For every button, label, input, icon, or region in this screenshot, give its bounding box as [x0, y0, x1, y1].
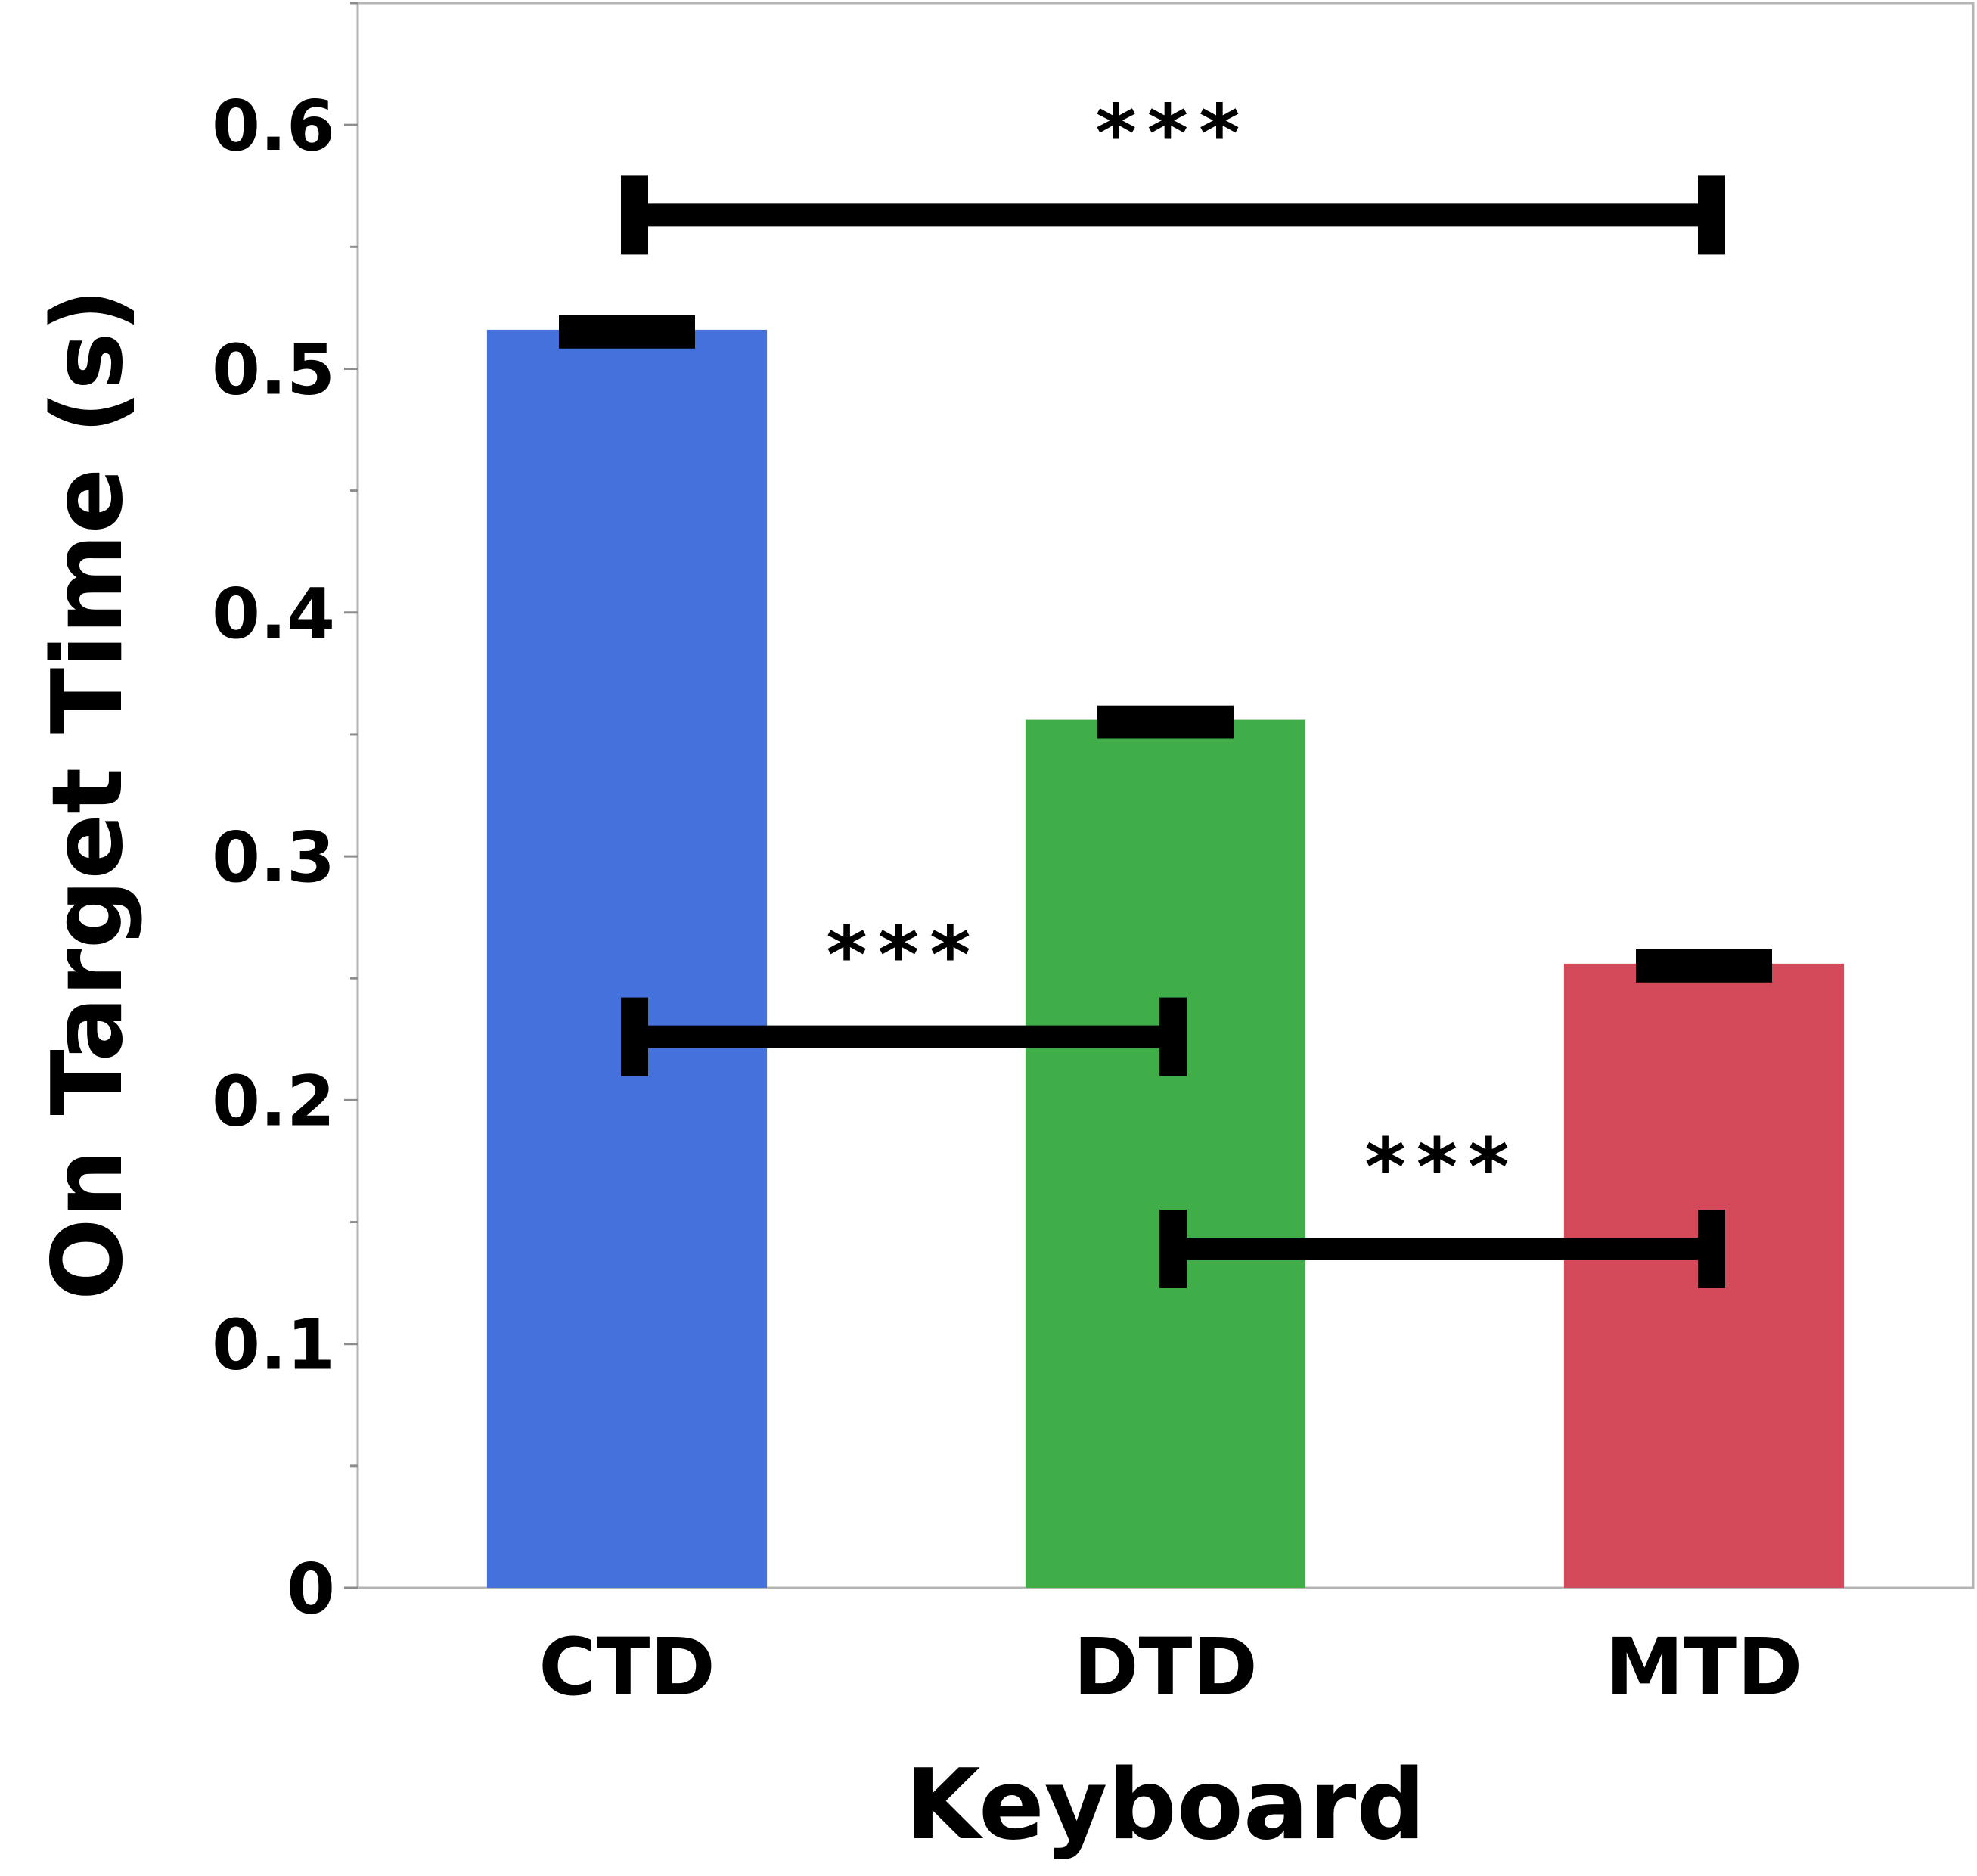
bracket-cap-left	[621, 175, 648, 255]
y-tick-label: 0.1	[212, 1305, 335, 1386]
y-tick-label: 0.6	[212, 85, 335, 166]
y-tick-label: 0.2	[212, 1061, 335, 1141]
error-bars	[559, 315, 1772, 983]
y-tick-label: 0.3	[212, 817, 335, 898]
y-axis-title: On Target Time (s)	[32, 288, 144, 1300]
x-axis-title: Keyboard	[905, 1749, 1426, 1862]
bar-ctd	[486, 329, 768, 1588]
x-tick-label-dtd: DTD	[1073, 1621, 1258, 1713]
bar-dtd	[1025, 719, 1306, 1588]
bracket-cap-right	[1159, 997, 1187, 1076]
significance-brackets: *** *** ***	[621, 87, 1725, 1288]
x-axis: CTD DTD MTD	[538, 1621, 1802, 1713]
significance-label: ***	[1364, 1121, 1519, 1213]
x-tick-label-mtd: MTD	[1606, 1621, 1803, 1713]
y-axis: 0 0.1 0.2 0.3 0.4 0.5 0.6	[212, 2, 358, 1629]
bracket-cap-left	[1159, 1209, 1187, 1288]
y-tick-label: 0.5	[212, 329, 335, 410]
bracket-cap-right	[1698, 1209, 1725, 1288]
significance-bracket: ***	[1159, 1121, 1725, 1288]
significance-label: ***	[1095, 87, 1250, 179]
y-tick-label: 0.4	[212, 573, 335, 654]
x-tick-label-ctd: CTD	[538, 1621, 715, 1713]
error-bar-mtd	[1636, 949, 1772, 983]
significance-label: ***	[826, 909, 981, 1002]
bracket-cap-right	[1698, 175, 1725, 255]
error-bar-dtd	[1097, 705, 1234, 739]
significance-bracket: ***	[621, 909, 1187, 1076]
error-bar-ctd	[559, 315, 695, 349]
y-tick-label: 0	[287, 1548, 335, 1629]
significance-bracket: ***	[621, 87, 1725, 255]
bracket-cap-left	[621, 997, 648, 1076]
